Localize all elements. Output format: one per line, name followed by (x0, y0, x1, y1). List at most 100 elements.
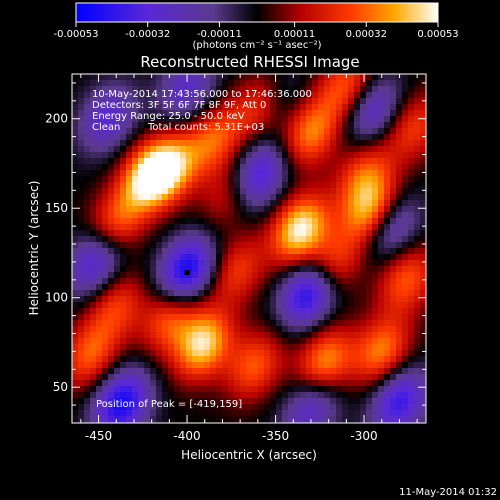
heatmap-pixel (306, 212, 312, 218)
heatmap-pixel (174, 314, 180, 320)
heatmap-pixel (180, 356, 186, 362)
heatmap-pixel (390, 338, 396, 344)
heatmap-pixel (72, 326, 78, 332)
heatmap-pixel (180, 248, 186, 254)
heatmap-pixel (120, 302, 126, 308)
heatmap-pixel (420, 326, 426, 332)
heatmap-pixel (408, 188, 414, 194)
heatmap-pixel (120, 188, 126, 194)
heatmap-pixel (360, 332, 366, 338)
heatmap-pixel (108, 224, 114, 230)
heatmap-pixel (408, 146, 414, 152)
heatmap-pixel (348, 326, 354, 332)
heatmap-pixel (114, 278, 120, 284)
heatmap-pixel (204, 104, 210, 110)
heatmap-pixel (192, 398, 198, 404)
heatmap-pixel (216, 404, 222, 410)
heatmap-pixel (186, 176, 192, 182)
heatmap-pixel (126, 296, 132, 302)
heatmap-pixel (312, 296, 318, 302)
heatmap-pixel (390, 302, 396, 308)
heatmap-pixel (144, 404, 150, 410)
heatmap-pixel (384, 152, 390, 158)
heatmap-pixel (378, 194, 384, 200)
heatmap-pixel (210, 86, 216, 92)
heatmap-pixel (102, 128, 108, 134)
heatmap-pixel (246, 188, 252, 194)
heatmap-pixel (72, 170, 78, 176)
heatmap-pixel (138, 128, 144, 134)
heatmap-pixel (192, 206, 198, 212)
heatmap-pixel (72, 320, 78, 326)
heatmap-pixel (84, 242, 90, 248)
heatmap-pixel (198, 338, 204, 344)
heatmap-pixel (324, 260, 330, 266)
heatmap-pixel (102, 326, 108, 332)
heatmap-pixel (294, 236, 300, 242)
heatmap-pixel (96, 296, 102, 302)
heatmap-pixel (192, 290, 198, 296)
heatmap-pixel (264, 152, 270, 158)
heatmap-pixel (342, 140, 348, 146)
heatmap-pixel (240, 326, 246, 332)
heatmap-pixel (96, 176, 102, 182)
heatmap-pixel (96, 206, 102, 212)
heatmap-pixel (198, 248, 204, 254)
heatmap-pixel (294, 410, 300, 416)
heatmap-pixel (84, 218, 90, 224)
heatmap-pixel (396, 116, 402, 122)
heatmap-pixel (234, 404, 240, 410)
heatmap-pixel (186, 296, 192, 302)
heatmap-pixel (342, 350, 348, 356)
heatmap-pixel (84, 116, 90, 122)
heatmap-pixel (390, 116, 396, 122)
heatmap-pixel (252, 188, 258, 194)
energy-range-text: Energy Range: 25.0 - 50.0 keV (92, 111, 245, 122)
heatmap-pixel (138, 212, 144, 218)
heatmap-pixel (336, 356, 342, 362)
heatmap-pixel (102, 86, 108, 92)
heatmap-pixel (192, 98, 198, 104)
heatmap-pixel (408, 344, 414, 350)
heatmap-pixel (312, 146, 318, 152)
heatmap-pixel (204, 224, 210, 230)
heatmap-pixel (336, 134, 342, 140)
heatmap-pixel (408, 362, 414, 368)
heatmap-pixel (318, 116, 324, 122)
heatmap-pixel (126, 350, 132, 356)
heatmap-pixel (168, 236, 174, 242)
heatmap-pixel (108, 356, 114, 362)
heatmap-pixel (330, 158, 336, 164)
heatmap-pixel (156, 188, 162, 194)
heatmap-pixel (294, 206, 300, 212)
heatmap-pixel (90, 326, 96, 332)
heatmap-pixel (336, 284, 342, 290)
heatmap-pixel (342, 380, 348, 386)
colorbar-unit-label: (photons cm⁻² s⁻¹ asec⁻²) (192, 40, 321, 51)
heatmap-pixel (246, 242, 252, 248)
heatmap-pixel (330, 86, 336, 92)
heatmap-pixel (162, 308, 168, 314)
heatmap-pixel (360, 290, 366, 296)
heatmap-pixel (300, 188, 306, 194)
heatmap-pixel (216, 260, 222, 266)
heatmap-pixel (204, 320, 210, 326)
heatmap-pixel (330, 344, 336, 350)
heatmap-pixel (162, 134, 168, 140)
heatmap-pixel (318, 254, 324, 260)
heatmap-pixel (78, 182, 84, 188)
heatmap-pixel (78, 218, 84, 224)
heatmap-pixel (378, 314, 384, 320)
heatmap-pixel (312, 134, 318, 140)
heatmap-pixel (384, 290, 390, 296)
heatmap-pixel (288, 200, 294, 206)
heatmap-pixel (96, 92, 102, 98)
heatmap-pixel (306, 284, 312, 290)
heatmap-pixel (354, 236, 360, 242)
heatmap-pixel (108, 80, 114, 86)
heatmap-pixel (372, 152, 378, 158)
heatmap-pixel (378, 134, 384, 140)
heatmap-pixel (294, 92, 300, 98)
heatmap-pixel (408, 392, 414, 398)
heatmap-pixel (168, 260, 174, 266)
